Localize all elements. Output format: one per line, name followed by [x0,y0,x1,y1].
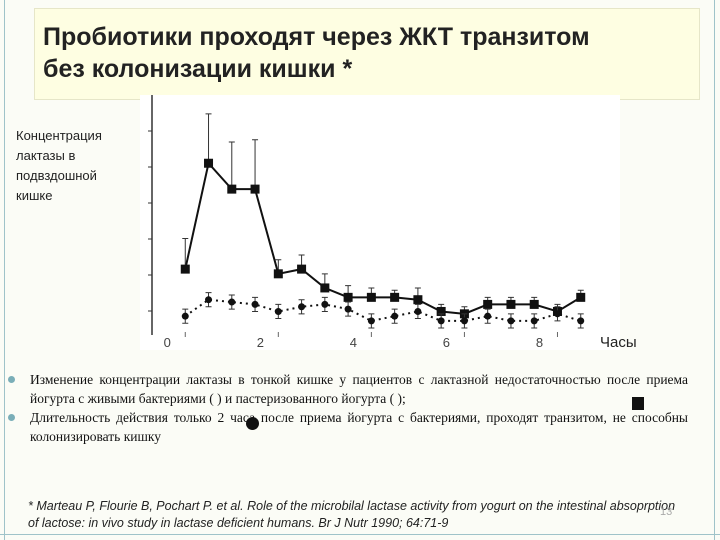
point [413,295,423,305]
point [483,299,493,309]
point [274,307,282,315]
point [273,269,283,279]
x-tick-label: 8 [536,335,543,350]
title-line: без колонизации кишки * [43,55,353,83]
x-tick-label: 2 [257,335,264,350]
point [576,292,586,302]
point [250,184,260,194]
series-line [184,298,582,322]
point [367,317,375,325]
error-bar [228,141,235,190]
page-number: 13 [660,506,673,518]
point [181,312,189,320]
bullet: Длительность действия только 2 часа посл… [8,408,688,446]
bullet: Изменение концентрации лактазы в тонкой … [8,370,688,408]
error-bar [182,238,189,270]
point [484,312,492,320]
legend-circle-icon [246,417,259,430]
x-tick-label: 0 [164,335,171,350]
point [227,184,237,194]
point [553,310,561,318]
point [530,317,538,325]
point [297,264,307,274]
point [460,317,468,325]
point [180,264,190,274]
point [321,300,329,308]
point [506,299,516,309]
point [436,306,446,316]
frame-line [4,0,5,540]
y-axis-label: кишке [16,188,52,203]
point [507,317,515,325]
frame-line [714,0,715,540]
chart: Концентрация лактазы в подвздошной кишке… [16,95,637,351]
x-tick-label: 6 [443,335,450,350]
point [228,298,236,306]
legend-square-icon [632,397,644,410]
title-line: Пробиотики проходят через ЖКТ транзитом [43,23,590,51]
chart-background [140,95,620,350]
footnote: * Marteau P, Flourie B, Pochart P. et al… [28,499,676,530]
point [577,317,585,325]
point [344,305,352,313]
point [390,292,400,302]
point [205,296,213,304]
error-bar [205,113,212,164]
frame-line [0,534,720,535]
bullet-list: Изменение концентрации лактазы в тонкой … [8,370,688,446]
point [298,303,306,311]
point [343,292,353,302]
point [391,312,399,320]
error-bar [252,139,259,190]
point [437,317,445,325]
point [366,292,376,302]
slide-title: Пробиотики проходят через ЖКТ транзитом … [34,8,700,100]
point [320,283,330,293]
y-axis-label: лактазы в [16,148,75,163]
point [251,300,259,308]
x-axis-label: Часы [600,334,637,351]
y-axis-label: Концентрация [16,128,102,143]
y-axis-label: подвздошной [16,168,97,183]
point [204,158,214,168]
point [529,299,539,309]
point [414,307,422,315]
x-tick-label: 4 [350,335,357,350]
